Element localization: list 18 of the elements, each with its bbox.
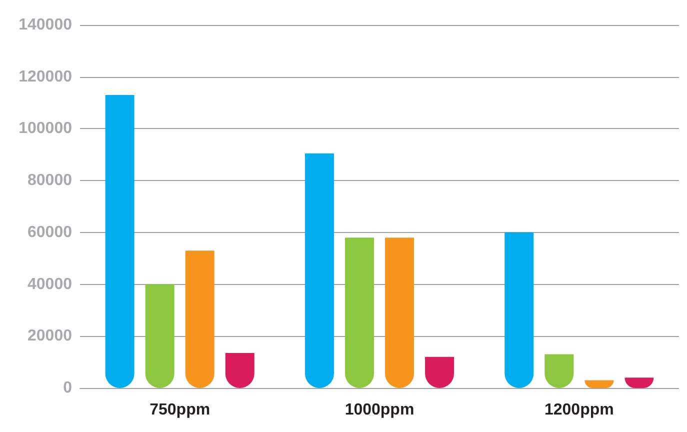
y-tick-label: 120000 xyxy=(18,68,72,86)
bar xyxy=(105,95,134,388)
bar xyxy=(185,250,214,388)
y-tick-label: 140000 xyxy=(18,16,72,34)
x-tick-label: 750ppm xyxy=(150,402,210,418)
y-tick-label: 100000 xyxy=(18,120,72,138)
bar xyxy=(344,238,374,388)
y-tick-label: 80000 xyxy=(28,172,72,190)
y-tick-label: 60000 xyxy=(28,224,72,241)
bar xyxy=(385,238,414,388)
x-tick-label: 1000ppm xyxy=(344,402,414,418)
x-tick-label: 1200ppm xyxy=(544,402,614,418)
bar xyxy=(145,284,174,388)
bar xyxy=(304,153,334,388)
y-tick-label: 0 xyxy=(63,380,72,396)
y-tick-label: 40000 xyxy=(28,276,72,293)
y-tick-label: 20000 xyxy=(28,328,72,345)
bar xyxy=(504,232,534,388)
